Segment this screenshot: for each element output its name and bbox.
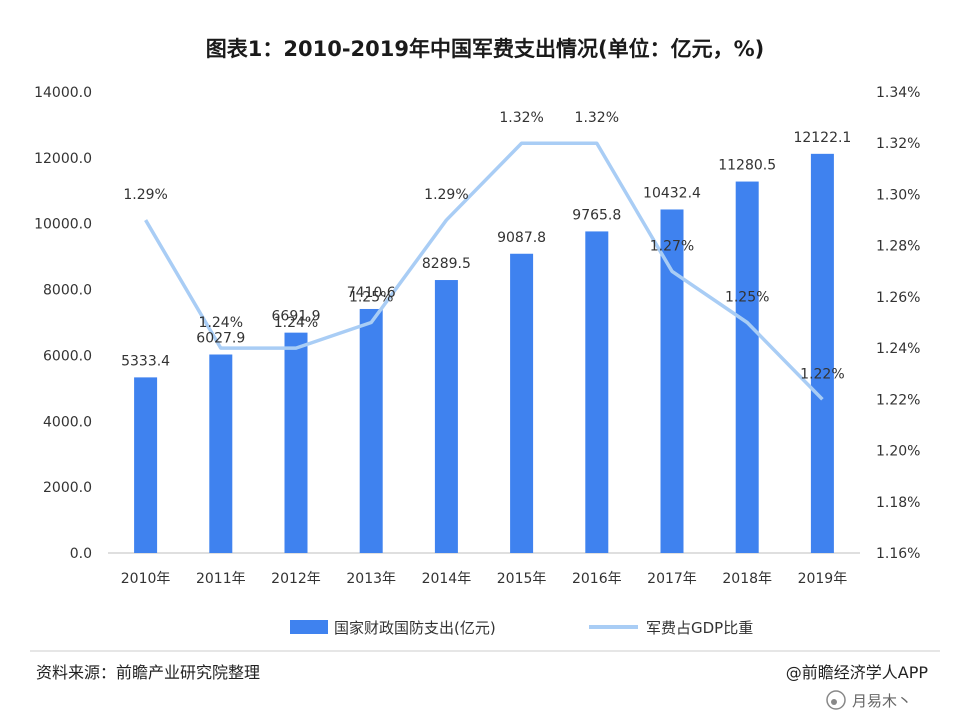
left-tick-label: 8000.0 xyxy=(43,283,92,299)
x-tick-label: 2011年 xyxy=(196,571,246,587)
line-data-labels: 1.29% 1.24% 1.24% 1.25% 1.29% 1.32% 1.32% 1.27%… xyxy=(123,110,844,382)
line-data-label: 1.32% xyxy=(499,110,543,126)
line-data-label: 1.24% xyxy=(199,315,243,331)
x-tick-label: 2018年 xyxy=(722,571,772,587)
bar xyxy=(359,308,383,553)
bar xyxy=(284,332,308,553)
bar xyxy=(434,280,458,553)
bar xyxy=(660,209,684,554)
legend-bar-swatch xyxy=(290,620,328,634)
right-tick-label: 1.18% xyxy=(876,495,920,511)
line-data-label: 1.27% xyxy=(650,238,694,254)
left-axis: 0.0 2000.0 4000.0 6000.0 8000.0 10000.0 12000.… xyxy=(34,85,92,562)
line-data-label: 1.25% xyxy=(725,290,769,306)
source-note: 资料来源：前瞻产业研究院整理 xyxy=(36,663,260,682)
left-tick-label: 6000.0 xyxy=(43,348,92,364)
line-data-label: 1.24% xyxy=(274,315,318,331)
right-tick-label: 1.22% xyxy=(876,392,920,408)
bar-data-label: 12122.1 xyxy=(793,130,851,146)
right-axis: 1.16% 1.18% 1.20% 1.22% 1.24% 1.26% 1.28% 1.30%… xyxy=(876,85,920,562)
bar-data-label: 7410.6 xyxy=(347,285,396,301)
bar-data-label: 9087.8 xyxy=(497,230,546,246)
x-tick-label: 2017年 xyxy=(647,571,697,587)
bar xyxy=(209,354,233,553)
line-path xyxy=(144,141,824,401)
bar-data-labels: 5333.4 6027.9 6691.9 7410.6 8289.5 9087.8 9765… xyxy=(121,130,851,370)
weibo-icon-dot xyxy=(831,699,837,705)
bar-data-label: 11280.5 xyxy=(718,158,776,174)
right-tick-label: 1.26% xyxy=(876,290,920,306)
bar-data-label: 6027.9 xyxy=(196,331,245,347)
brand-note: @前瞻经济学人APP xyxy=(786,663,929,682)
left-tick-label: 4000.0 xyxy=(43,414,92,430)
x-tick-label: 2012年 xyxy=(271,571,321,587)
watermark-text: 月易木丶 xyxy=(852,692,912,710)
left-tick-label: 10000.0 xyxy=(34,217,92,233)
bar-data-label: 6691.9 xyxy=(272,309,321,325)
right-tick-label: 1.34% xyxy=(876,85,920,101)
bar xyxy=(810,153,834,554)
line-series xyxy=(144,141,824,401)
bar xyxy=(585,231,609,554)
right-tick-label: 1.30% xyxy=(876,187,920,203)
bar xyxy=(134,377,158,553)
left-tick-label: 0.0 xyxy=(70,546,92,562)
watermark: 月易木丶 xyxy=(826,690,912,710)
x-tick-label: 2015年 xyxy=(497,571,547,587)
legend-line-label: 军费占GDP比重 xyxy=(646,619,753,637)
bar-data-label: 8289.5 xyxy=(422,256,471,272)
right-tick-label: 1.28% xyxy=(876,239,920,255)
right-tick-label: 1.20% xyxy=(876,444,920,460)
right-tick-label: 1.24% xyxy=(876,341,920,357)
x-tick-label: 2014年 xyxy=(422,571,472,587)
line-data-label: 1.32% xyxy=(575,110,619,126)
bar-data-label: 10432.4 xyxy=(643,185,701,201)
bar-data-label: 9765.8 xyxy=(572,207,621,223)
line-data-label: 1.29% xyxy=(123,187,167,203)
bar-series xyxy=(134,153,834,554)
right-tick-label: 1.16% xyxy=(876,546,920,562)
x-axis: 2010年 2011年 2012年 2013年 2014年 2015年 2016年 2017年… xyxy=(121,571,847,587)
x-tick-label: 2016年 xyxy=(572,571,622,587)
x-tick-label: 2013年 xyxy=(346,571,396,587)
bar xyxy=(510,253,534,554)
right-tick-label: 1.32% xyxy=(876,136,920,152)
left-tick-label: 12000.0 xyxy=(34,151,92,167)
legend: 国家财政国防支出(亿元) 军费占GDP比重 xyxy=(290,619,753,637)
left-tick-label: 2000.0 xyxy=(43,480,92,496)
line-data-label: 1.25% xyxy=(349,290,393,306)
x-tick-label: 2019年 xyxy=(798,571,848,587)
bar-data-label: 5333.4 xyxy=(121,353,170,369)
chart-title: 图表1：2010-2019年中国军费支出情况(单位：亿元，%) xyxy=(206,37,764,61)
x-tick-label: 2010年 xyxy=(121,571,171,587)
bar xyxy=(735,181,759,553)
line-data-label: 1.22% xyxy=(800,366,844,382)
left-tick-label: 14000.0 xyxy=(34,85,92,101)
legend-bar-label: 国家财政国防支出(亿元) xyxy=(334,619,496,637)
line-data-label: 1.29% xyxy=(424,187,468,203)
weibo-icon xyxy=(826,690,846,710)
